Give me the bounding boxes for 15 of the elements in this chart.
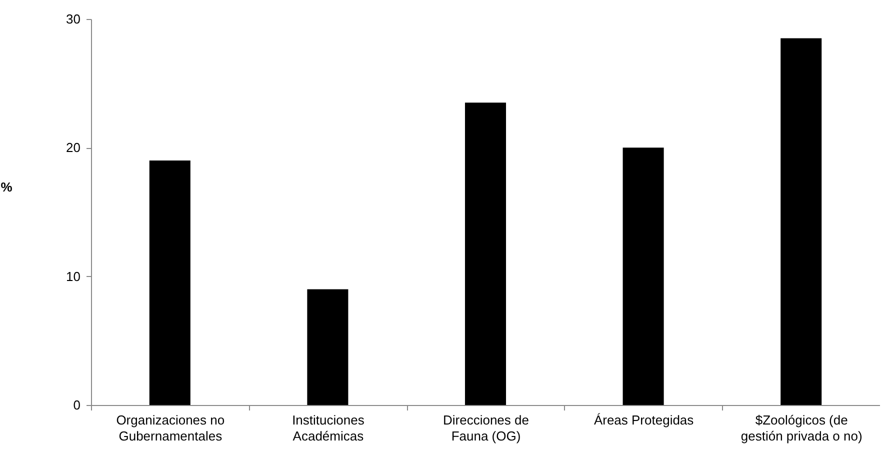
bar	[780, 38, 822, 405]
x-tick-label: Instituciones Académicas	[292, 412, 365, 444]
y-axis-title: %	[0, 180, 13, 194]
y-tick-label: 30	[66, 12, 80, 26]
x-tick-label: Direcciones de Fauna (OG)	[443, 412, 529, 444]
y-tick-label: 0	[73, 398, 80, 412]
x-tick-label: $Zoológicos (de gestión privada o no)	[740, 412, 862, 444]
bar	[622, 148, 664, 405]
bar	[149, 160, 190, 405]
bar	[464, 102, 506, 405]
bar	[307, 289, 348, 405]
x-tick-label: Áreas Protegidas	[594, 412, 694, 428]
x-tick-label: Organizaciones no Gubernamentales	[116, 412, 225, 444]
y-tick-label: 20	[66, 140, 80, 156]
y-tick-label: 10	[66, 268, 80, 284]
